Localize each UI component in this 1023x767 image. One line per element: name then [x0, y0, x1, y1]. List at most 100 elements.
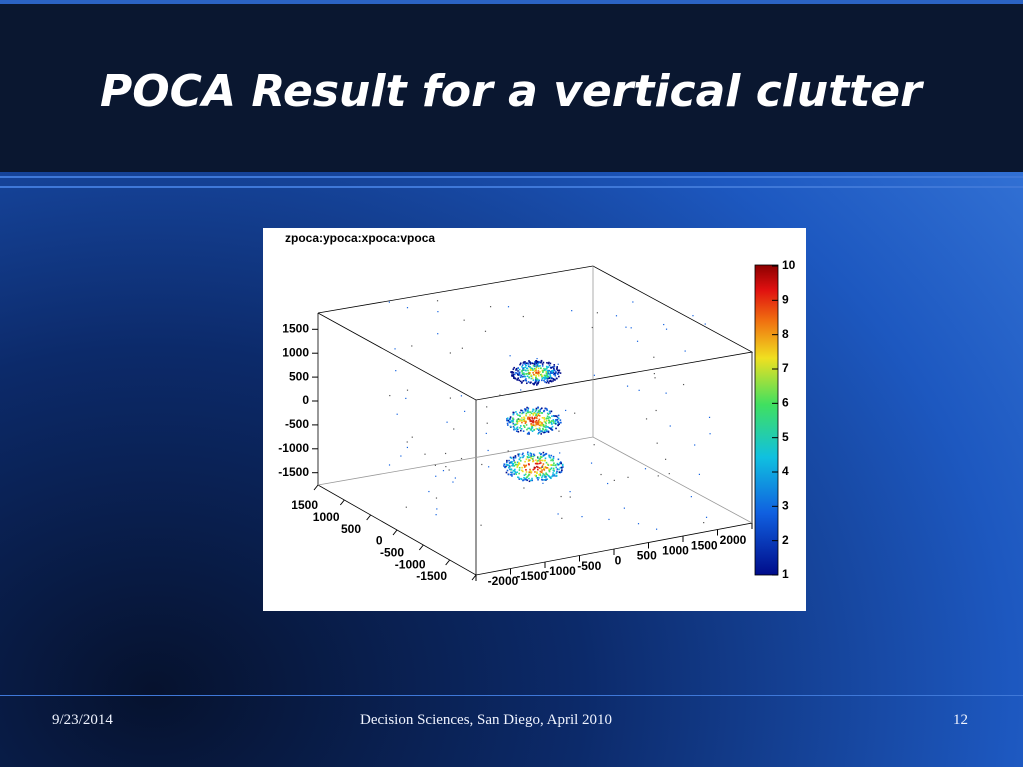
point [448, 469, 450, 471]
point [523, 367, 525, 369]
point [537, 365, 540, 368]
point [511, 475, 513, 477]
point [521, 364, 524, 366]
point [542, 428, 544, 431]
point [538, 477, 540, 479]
point [556, 462, 559, 465]
point [523, 372, 525, 374]
point [518, 414, 521, 417]
point [529, 361, 531, 363]
point [523, 466, 526, 468]
point [533, 382, 536, 384]
point [540, 459, 543, 462]
point [481, 463, 483, 466]
point [545, 452, 548, 455]
point [559, 452, 561, 454]
point [508, 459, 510, 462]
point [538, 473, 540, 476]
point [548, 422, 550, 424]
point [525, 373, 527, 375]
point [537, 372, 540, 375]
point [596, 312, 598, 314]
point [527, 456, 530, 459]
point [703, 522, 705, 524]
point [506, 461, 508, 463]
point [551, 458, 554, 461]
point [528, 417, 531, 420]
point [537, 381, 540, 383]
point [541, 422, 543, 424]
point [537, 423, 540, 426]
point [529, 363, 532, 365]
point [528, 418, 531, 421]
point [637, 523, 640, 525]
point [411, 345, 413, 347]
point [556, 416, 559, 419]
point [487, 449, 489, 452]
point [517, 418, 520, 420]
point [517, 377, 520, 380]
point [526, 406, 528, 409]
point [526, 428, 528, 431]
point [522, 369, 525, 371]
point [513, 424, 516, 426]
point [434, 464, 436, 466]
point [550, 380, 553, 383]
point [521, 365, 523, 368]
point [484, 330, 487, 332]
point [539, 460, 541, 462]
point [503, 463, 506, 466]
point [708, 416, 711, 418]
point [549, 362, 552, 365]
point [531, 362, 534, 365]
point [540, 367, 542, 369]
y-tick [313, 484, 319, 491]
point [571, 310, 573, 312]
point [521, 381, 523, 384]
point [655, 528, 658, 530]
y-tick-label: 500 [341, 522, 361, 536]
point [442, 470, 445, 472]
point [533, 428, 536, 431]
point [524, 375, 527, 378]
point [524, 460, 526, 463]
point [508, 421, 511, 424]
point [523, 416, 525, 419]
point [536, 428, 539, 430]
point [532, 379, 535, 381]
point [509, 355, 511, 357]
point [515, 371, 517, 374]
point [539, 474, 542, 477]
point [534, 381, 537, 384]
point [552, 369, 554, 372]
point [530, 362, 533, 364]
point [454, 477, 456, 479]
point [536, 477, 539, 479]
scatter-points [388, 300, 711, 530]
point [436, 300, 439, 302]
x-tick-label: 2000 [720, 533, 747, 547]
point [553, 473, 556, 476]
point [517, 476, 519, 479]
point [538, 431, 540, 434]
point [507, 306, 510, 308]
point [556, 419, 558, 421]
point [536, 461, 538, 463]
point [395, 370, 397, 372]
point [444, 452, 447, 455]
point [630, 327, 632, 329]
point [682, 383, 685, 386]
point [543, 379, 545, 382]
point [548, 468, 550, 471]
point [512, 421, 514, 423]
point [550, 370, 552, 373]
point [559, 466, 562, 469]
point [512, 376, 515, 378]
point [553, 373, 555, 376]
point [516, 464, 519, 467]
point [515, 411, 517, 413]
point [518, 373, 521, 376]
point [531, 367, 534, 370]
point [556, 470, 558, 473]
point [528, 360, 530, 362]
